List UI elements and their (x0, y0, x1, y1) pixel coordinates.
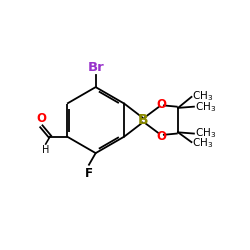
Text: O: O (156, 130, 166, 142)
Text: Br: Br (87, 61, 104, 74)
Text: CH$_3$: CH$_3$ (195, 100, 216, 114)
Text: O: O (156, 98, 166, 111)
Text: F: F (85, 167, 93, 180)
Text: CH$_3$: CH$_3$ (195, 127, 216, 140)
Text: O: O (36, 112, 46, 125)
Text: CH$_3$: CH$_3$ (192, 89, 214, 102)
Text: B: B (137, 113, 148, 127)
Text: CH$_3$: CH$_3$ (192, 136, 214, 150)
Text: H: H (42, 145, 50, 155)
